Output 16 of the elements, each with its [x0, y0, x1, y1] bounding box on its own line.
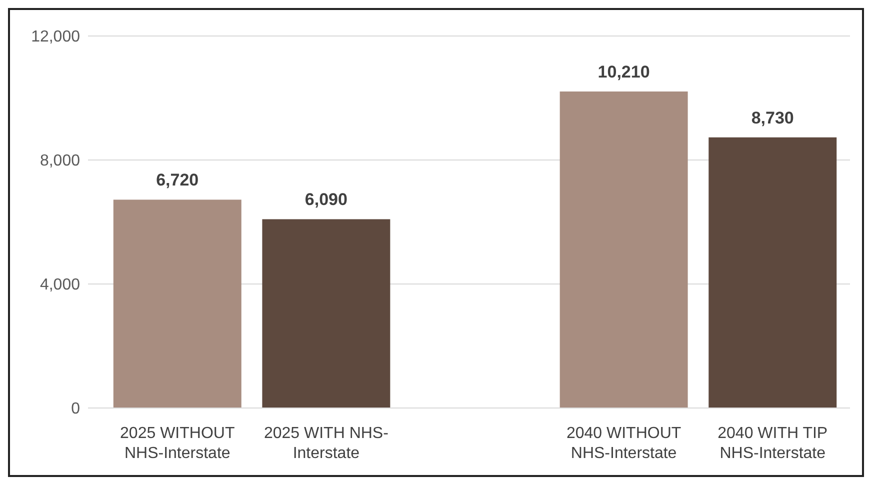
data-label: 6,720	[156, 170, 199, 190]
y-tick-label: 4,000	[40, 276, 80, 294]
bar	[113, 200, 242, 408]
bar	[262, 219, 390, 408]
bar	[560, 91, 688, 408]
x-tick-label: 2025 WITH NHS-Interstate	[264, 425, 388, 462]
x-tick-label: 2040 WITH TIP NHS-Interstate	[718, 425, 828, 462]
data-label: 6,090	[304, 190, 348, 210]
data-label: 10,210	[598, 62, 650, 82]
y-tick-label: 8,000	[40, 152, 80, 170]
x-tick-label: 2025 WITHOUT NHS-Interstate	[120, 425, 235, 462]
y-tick-label: 12,000	[31, 28, 80, 46]
y-tick-label: 0	[71, 400, 80, 418]
data-label: 8,730	[751, 108, 794, 128]
x-tick-label: 2040 WITHOUT NHS-Interstate	[566, 425, 682, 462]
bar	[708, 137, 837, 408]
